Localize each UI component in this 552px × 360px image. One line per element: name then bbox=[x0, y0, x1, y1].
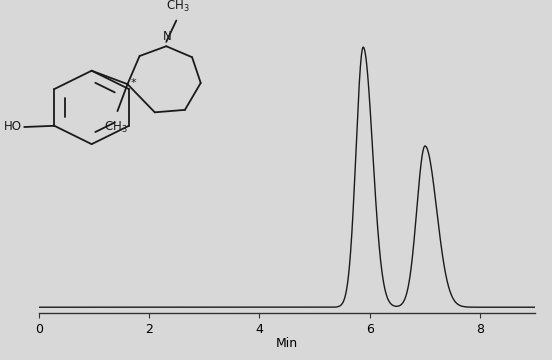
Text: HO: HO bbox=[4, 120, 22, 133]
Text: *: * bbox=[131, 78, 136, 88]
Text: CH$_3$: CH$_3$ bbox=[104, 120, 128, 135]
Text: N: N bbox=[163, 30, 172, 42]
Text: CH$_3$: CH$_3$ bbox=[166, 0, 189, 14]
X-axis label: Min: Min bbox=[276, 337, 298, 350]
